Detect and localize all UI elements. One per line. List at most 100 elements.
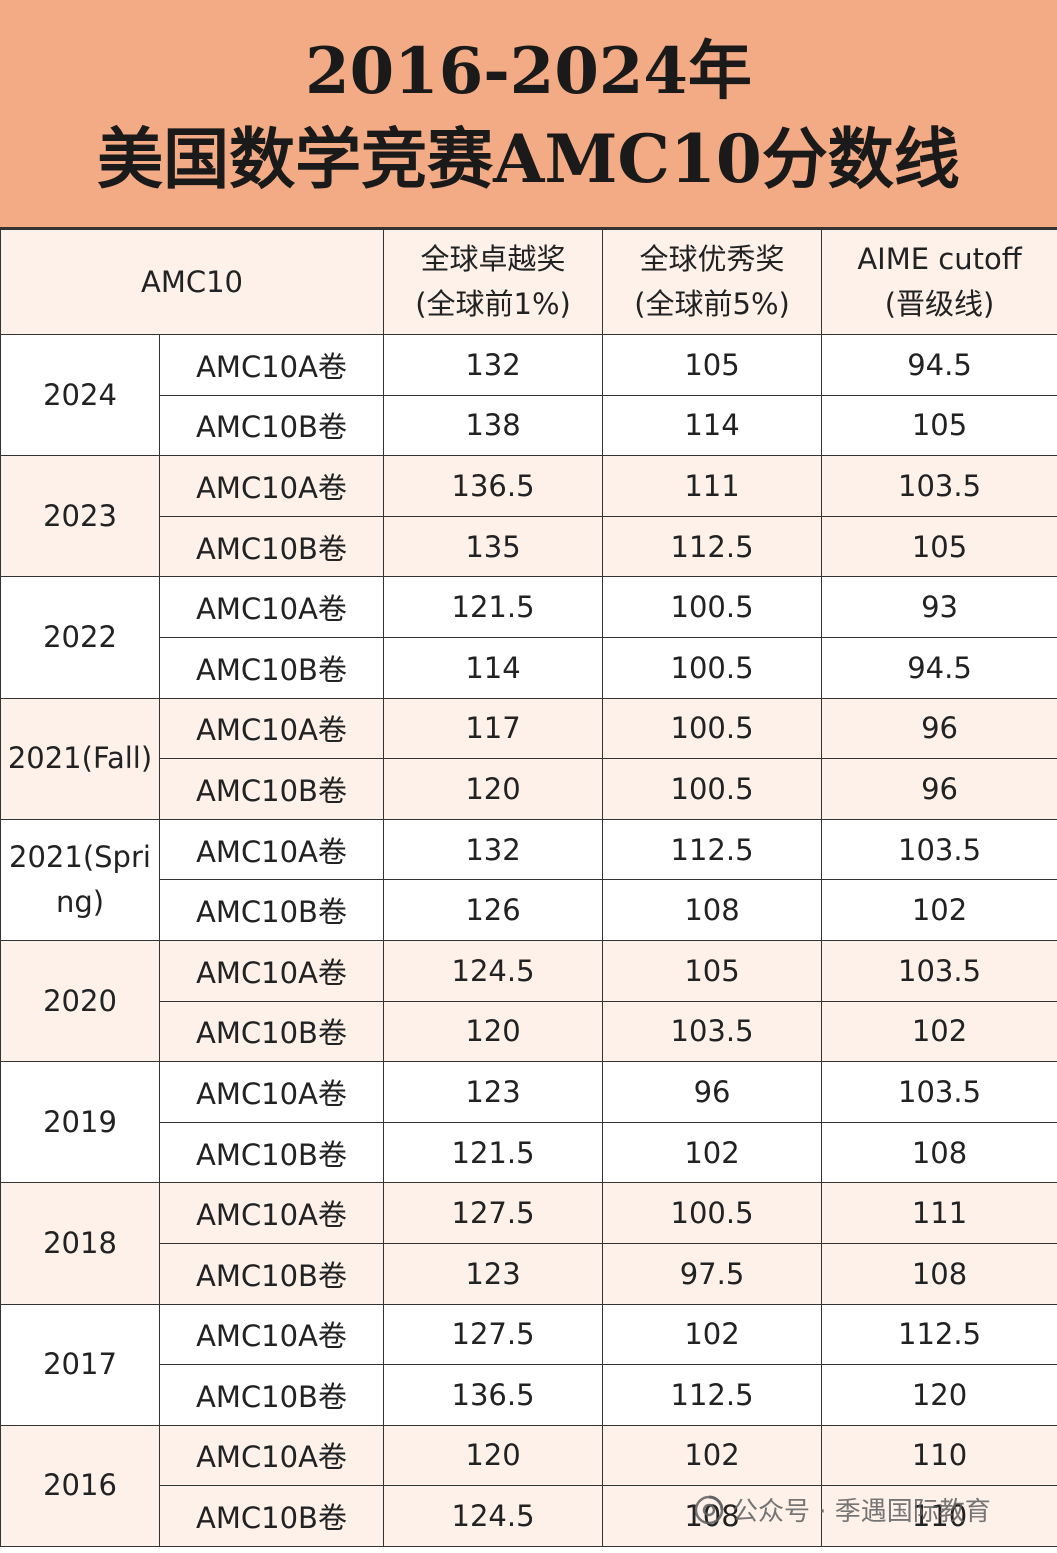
paper-cell: AMC10B卷 xyxy=(158,1485,385,1547)
aime-cutoff-cell: 93 xyxy=(821,576,1057,638)
column-header-line: 全球优秀奖 xyxy=(639,242,785,277)
score-top5-cell: 96 xyxy=(602,1061,823,1123)
paper-cell: AMC10A卷 xyxy=(158,939,385,1002)
score-top5-cell: 111 xyxy=(602,455,823,517)
score-top5-cell: 100.5 xyxy=(602,576,823,638)
aime-cutoff-cell: 112.5 xyxy=(821,1303,1057,1366)
aime-cutoff-cell: 103.5 xyxy=(821,939,1057,1002)
table-row: 2024 AMC10A卷 132 105 94.5 xyxy=(0,333,1057,457)
paper-cell: AMC10A卷 xyxy=(158,697,385,760)
score-top5-cell: 105 xyxy=(602,334,823,396)
aime-cutoff-cell: 102 xyxy=(821,1000,1057,1063)
year-cell: 2021(Fall) xyxy=(0,697,160,820)
column-header-line: 全球卓越奖 xyxy=(420,242,566,277)
paper-cell: AMC10B卷 xyxy=(158,515,385,578)
score-top5-cell: 102 xyxy=(602,1303,823,1366)
paper-cell: AMC10A卷 xyxy=(158,334,385,396)
table-row: AMC10B卷 135 112.5 105 xyxy=(1,515,1057,578)
paper-cell: AMC10B卷 xyxy=(158,394,385,457)
column-header-subline: (全球前5%) xyxy=(634,287,790,321)
score-top1-cell: 127.5 xyxy=(383,1182,604,1244)
title-line-2: 美国数学竞赛AMC10分数线 xyxy=(97,119,960,198)
year-cell: 2017 xyxy=(0,1303,160,1426)
score-top1-cell: 120 xyxy=(383,758,604,820)
table-row: AMC10B卷 123 97.5 108 xyxy=(1,1242,1057,1305)
column-header-subline: (晋级线) xyxy=(884,287,995,321)
year-cell: 2019 xyxy=(0,1061,160,1184)
table-row: AMC10B卷 121.5 102 108 xyxy=(1,1121,1057,1184)
score-top1-cell: 124.5 xyxy=(383,1485,604,1547)
table-row: 2023 AMC10A卷 136.5 111 103.5 xyxy=(0,455,1057,578)
score-top5-cell: 105 xyxy=(602,939,823,1002)
paper-cell: AMC10B卷 xyxy=(158,1121,385,1184)
aime-cutoff-cell: 110 xyxy=(821,1424,1057,1487)
table-row: 2018 AMC10A卷 127.5 100.5 111 xyxy=(0,1182,1057,1305)
paper-cell: AMC10A卷 xyxy=(158,1182,385,1244)
table-row: AMC10B卷 120 103.5 102 xyxy=(1,1000,1057,1063)
table-row: 2022 AMC10A卷 121.5 100.5 93 xyxy=(0,576,1057,699)
table-row: 2021(Spring) AMC10A卷 132 112.5 103.5 xyxy=(0,818,1057,941)
paper-cell: AMC10B卷 xyxy=(158,1242,385,1305)
score-top5-cell: 103.5 xyxy=(602,1000,823,1063)
score-top5-cell: 100.5 xyxy=(602,697,823,760)
table-row: 2016 AMC10A卷 120 102 110 xyxy=(0,1424,1057,1547)
score-top1-cell: 136.5 xyxy=(383,1364,604,1426)
score-top1-cell: 120 xyxy=(383,1000,604,1063)
year-cell: 2020 xyxy=(0,939,160,1063)
year-cell: 2024 xyxy=(0,333,160,457)
score-top5-cell: 100.5 xyxy=(602,1182,823,1244)
score-top1-cell: 121.5 xyxy=(383,1121,604,1184)
aime-cutoff-cell: 96 xyxy=(821,697,1057,760)
title-banner: 2016-2024年 美国数学竞赛AMC10分数线 xyxy=(0,0,1057,229)
score-top1-cell: 126 xyxy=(383,879,604,941)
table-row: AMC10B卷 114 100.5 94.5 xyxy=(1,636,1057,699)
aime-cutoff-cell: 94.5 xyxy=(821,636,1057,699)
table-row: AMC10B卷 124.5 108 110 xyxy=(1,1485,1057,1547)
paper-cell: AMC10A卷 xyxy=(158,455,385,517)
score-top5-cell: 112.5 xyxy=(602,515,823,578)
score-top1-cell: 138 xyxy=(383,394,604,457)
score-top5-cell: 108 xyxy=(602,879,823,941)
score-top1-cell: 124.5 xyxy=(383,939,604,1002)
year-cell: 2018 xyxy=(0,1182,160,1305)
score-top1-cell: 123 xyxy=(383,1061,604,1123)
column-header-line: AIME cutoff xyxy=(857,242,1022,277)
paper-cell: AMC10A卷 xyxy=(158,1303,385,1366)
table-row: 2019 AMC10A卷 123 96 103.5 xyxy=(0,1061,1057,1184)
paper-cell: AMC10B卷 xyxy=(158,879,385,941)
score-top1-cell: 132 xyxy=(383,818,604,881)
aime-cutoff-cell: 120 xyxy=(821,1364,1057,1426)
aime-cutoff-cell: 110 xyxy=(821,1485,1057,1547)
paper-cell: AMC10B卷 xyxy=(158,636,385,699)
year-cell: 2021(Spring) xyxy=(0,818,160,941)
aime-cutoff-cell: 105 xyxy=(821,515,1057,578)
aime-cutoff-cell: 103.5 xyxy=(821,818,1057,881)
column-header-top1: 全球卓越奖 (全球前1%) xyxy=(383,229,604,335)
title-line-1: 2016-2024年 xyxy=(305,33,752,109)
table-row: 2020 AMC10A卷 124.5 105 103.5 xyxy=(0,939,1057,1063)
column-header-aime: AIME cutoff (晋级线) xyxy=(821,229,1057,335)
score-top1-cell: 132 xyxy=(383,334,604,396)
score-top1-cell: 121.5 xyxy=(383,576,604,638)
corner-header: AMC10 xyxy=(0,229,385,335)
table-row: AMC10B卷 126 108 102 xyxy=(1,879,1057,941)
year-cell: 2016 xyxy=(0,1424,160,1547)
paper-cell: AMC10A卷 xyxy=(158,1061,385,1123)
paper-cell: AMC10A卷 xyxy=(158,818,385,881)
paper-cell: AMC10B卷 xyxy=(158,1364,385,1426)
score-top5-cell: 112.5 xyxy=(602,818,823,881)
table-row: AMC10B卷 136.5 112.5 120 xyxy=(1,1364,1057,1426)
paper-cell: AMC10B卷 xyxy=(158,1000,385,1063)
score-top5-cell: 100.5 xyxy=(602,758,823,820)
score-table: AMC10 全球卓越奖 (全球前1%) 全球优秀奖 (全球前5%) AIME c… xyxy=(0,229,1057,1547)
score-top5-cell: 114 xyxy=(602,394,823,457)
paper-cell: AMC10B卷 xyxy=(158,758,385,820)
score-top5-cell: 112.5 xyxy=(602,1364,823,1426)
score-top1-cell: 120 xyxy=(383,1424,604,1487)
score-top1-cell: 114 xyxy=(383,636,604,699)
column-header-top5: 全球优秀奖 (全球前5%) xyxy=(602,229,823,335)
year-cell: 2022 xyxy=(0,576,160,699)
paper-cell: AMC10A卷 xyxy=(158,1424,385,1487)
score-top5-cell: 100.5 xyxy=(602,636,823,699)
score-top5-cell: 102 xyxy=(602,1424,823,1487)
